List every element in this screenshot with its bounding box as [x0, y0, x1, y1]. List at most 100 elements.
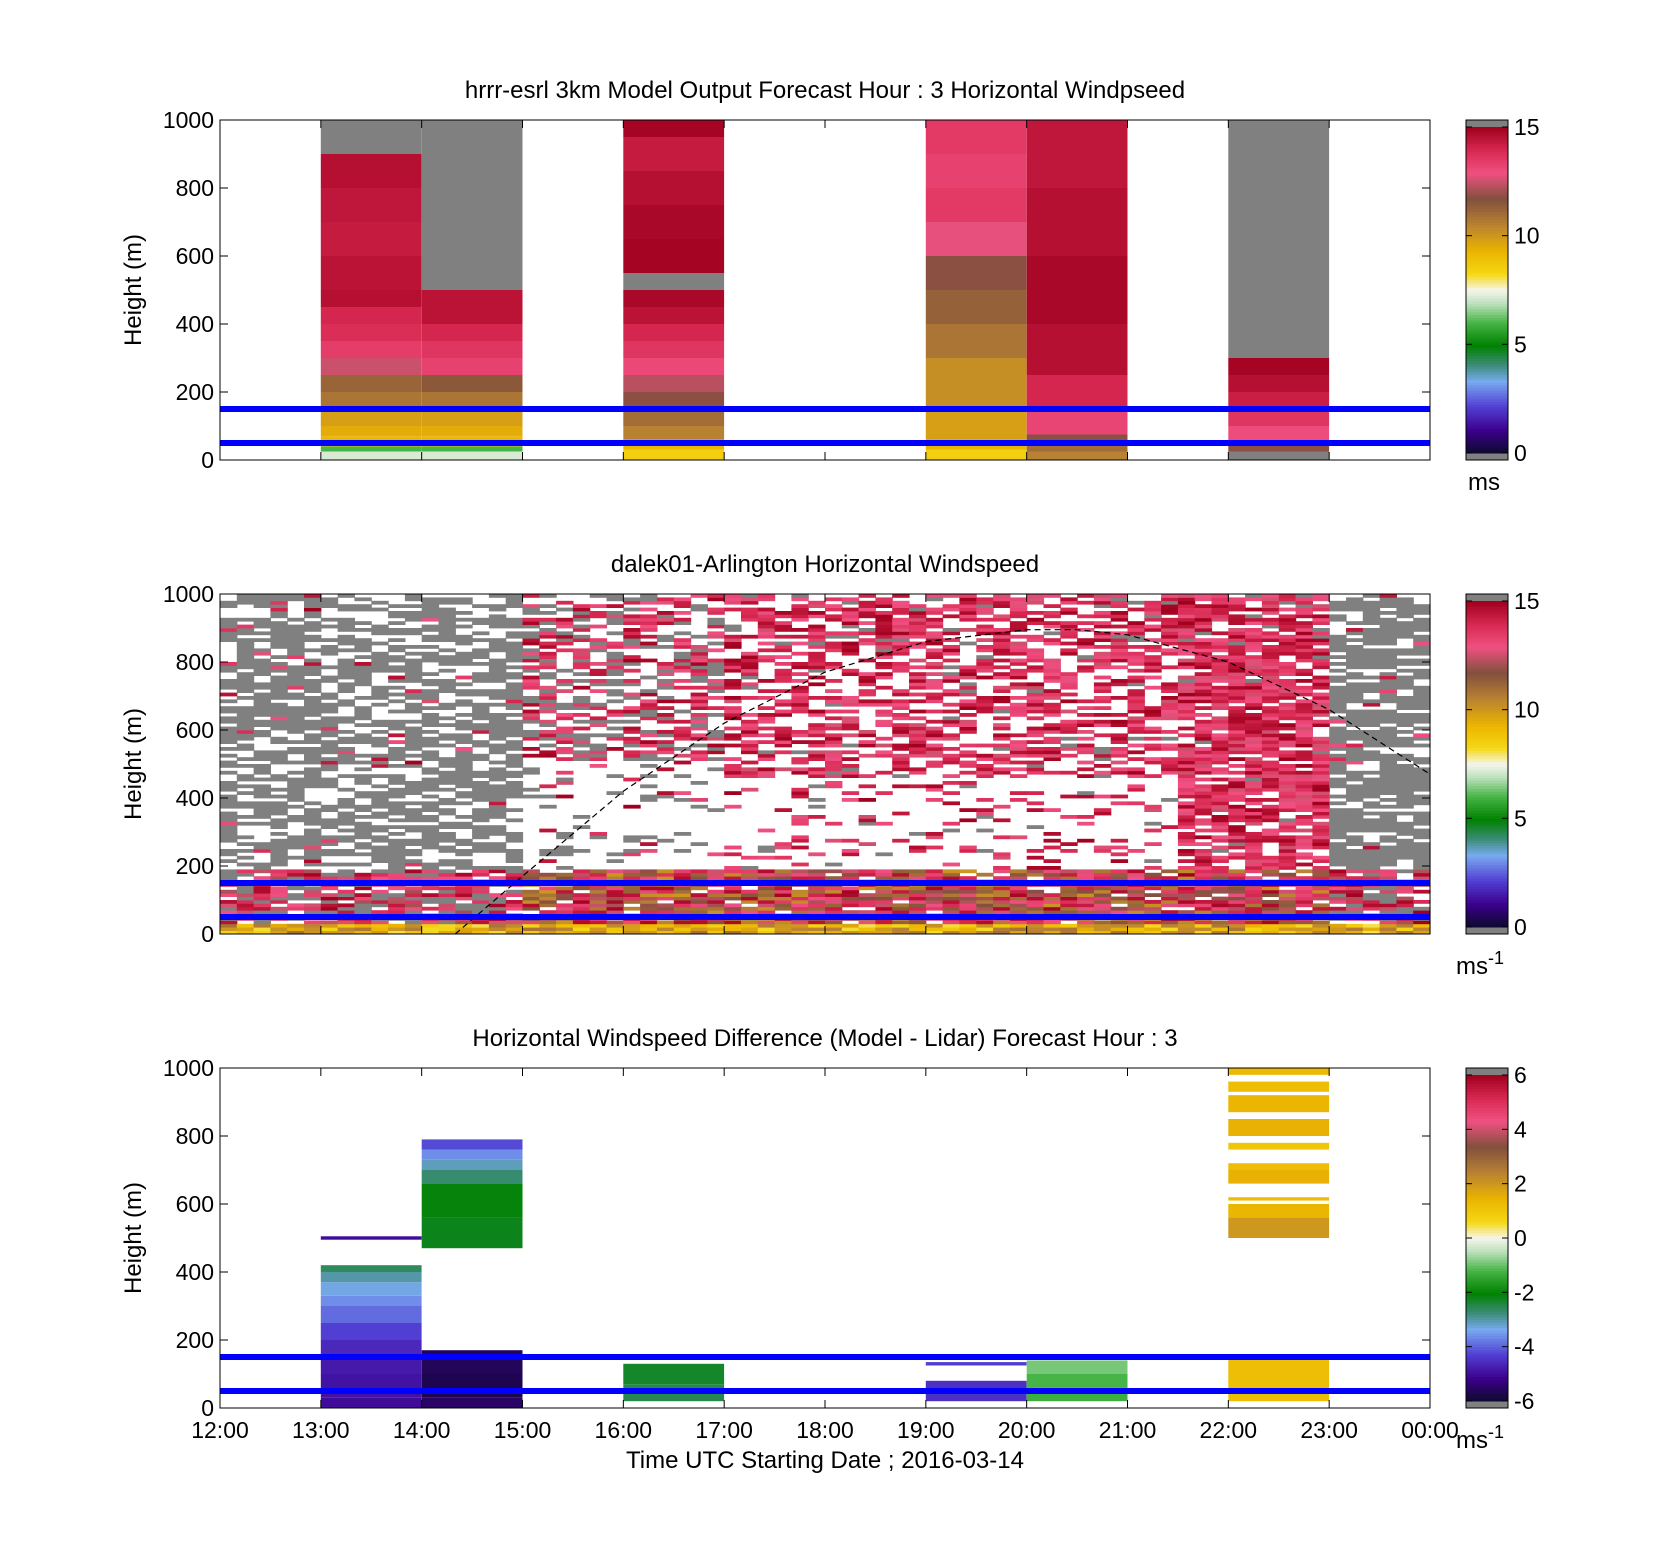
heatmap-cell	[656, 611, 675, 615]
heatmap-cell	[1261, 733, 1280, 738]
heatmap-cell	[337, 604, 355, 608]
heatmap-cell	[1329, 781, 1347, 785]
heatmap-cell	[959, 896, 977, 901]
heatmap-cell	[656, 730, 675, 734]
heatmap-cell	[404, 808, 423, 812]
heatmap-cell	[455, 784, 473, 789]
heatmap-cell	[304, 750, 322, 755]
heatmap-cell	[287, 781, 305, 785]
heatmap-cell	[993, 866, 1011, 870]
heatmap-cell	[1043, 662, 1061, 666]
heatmap-cell	[304, 658, 322, 663]
heatmap-cell	[724, 658, 742, 663]
heatmap-cell	[472, 845, 490, 850]
heatmap-cell	[1211, 896, 1229, 901]
heatmap-cell	[774, 903, 792, 908]
heatmap-cell	[556, 726, 574, 731]
heatmap-cell	[959, 920, 977, 925]
colorbar-segment	[1466, 439, 1508, 443]
heatmap-cell	[556, 679, 574, 683]
colorbar-segment	[1466, 431, 1508, 435]
heatmap-cell	[1312, 838, 1330, 843]
heatmap-cell	[1312, 597, 1330, 602]
heatmap-cell	[304, 713, 322, 717]
heatmap-cell	[287, 747, 305, 751]
heatmap-cell	[875, 743, 893, 748]
heatmap-cell	[825, 923, 843, 928]
heatmap-cell	[236, 689, 255, 693]
heatmap-cell	[1329, 743, 1347, 748]
heatmap-cell	[909, 604, 927, 608]
heatmap-cell	[505, 594, 524, 598]
heatmap-cell	[455, 675, 473, 680]
heatmap-cell	[438, 869, 456, 874]
heatmap-cell	[354, 767, 372, 772]
heatmap-cell	[522, 893, 540, 897]
colorbar-segment	[1466, 793, 1508, 798]
heatmap-cell	[925, 798, 944, 802]
colorbar-segment	[1466, 395, 1508, 400]
heatmap-cell	[1026, 866, 1045, 870]
y-tick-label: 800	[176, 649, 214, 675]
heatmap-cell	[1177, 645, 1196, 649]
heatmap-cell	[455, 634, 473, 639]
heatmap-cell	[808, 743, 826, 748]
heatmap-cell	[438, 723, 456, 727]
heatmap-cell	[1043, 723, 1061, 727]
heatmap-cell	[1177, 679, 1196, 683]
heatmap-cell	[976, 886, 994, 891]
heatmap-cell	[1295, 910, 1313, 914]
heatmap-cell	[1177, 869, 1196, 874]
heatmap-cell	[455, 910, 473, 914]
heatmap-cell	[220, 631, 238, 636]
heatmap-cell	[421, 699, 440, 704]
heatmap-cell	[623, 750, 641, 755]
heatmap-cell	[808, 896, 826, 901]
heatmap-cell	[421, 740, 440, 744]
heatmap-cell	[1346, 753, 1364, 758]
heatmap-cell	[707, 757, 725, 761]
heatmap-cell	[825, 838, 843, 843]
heatmap-cell	[925, 692, 944, 697]
heatmap-cell	[959, 699, 977, 704]
heatmap-cell	[825, 750, 843, 755]
heatmap-cell	[623, 930, 641, 935]
heatmap-cell	[1144, 910, 1162, 914]
y-axis-label: Height (m)	[120, 234, 147, 346]
heatmap-cell	[808, 774, 826, 778]
heatmap-cell	[841, 767, 860, 772]
heatmap-cell	[472, 896, 490, 901]
heatmap-cell	[388, 679, 406, 683]
heatmap-cell	[858, 638, 876, 642]
heatmap-cell	[1362, 930, 1381, 935]
colorbar-segment	[1466, 698, 1508, 703]
heatmap-cell	[1228, 726, 1246, 731]
heatmap-cell	[690, 757, 708, 761]
heatmap-cell	[774, 641, 792, 646]
heatmap-cell	[1009, 750, 1028, 755]
heatmap-cell	[1379, 716, 1397, 721]
heatmap-cell	[287, 818, 305, 823]
heatmap-cell	[522, 604, 540, 608]
heatmap-cell	[656, 668, 675, 673]
heatmap-cell	[741, 770, 759, 775]
heatmap-cell	[1228, 747, 1246, 751]
heatmap-cell	[690, 726, 708, 731]
heatmap-cell	[354, 716, 372, 721]
heatmap-cell	[1161, 927, 1179, 931]
y-tick-label: 600	[176, 243, 214, 269]
heatmap-cell	[505, 906, 524, 911]
heatmap-cell	[724, 668, 742, 673]
heatmap-cell	[438, 607, 456, 612]
heatmap-cell	[354, 781, 372, 785]
heatmap-cell	[1346, 757, 1364, 761]
heatmap-cell	[656, 876, 675, 880]
heatmap-cell	[438, 685, 456, 690]
heatmap-cell	[1093, 872, 1112, 877]
heatmap-cell	[875, 896, 893, 901]
heatmap-cell	[925, 900, 944, 904]
colorbar-segment	[1466, 194, 1508, 199]
heatmap-cell	[1110, 896, 1129, 901]
heatmap-cell	[1362, 651, 1381, 656]
heatmap-cell	[455, 750, 473, 755]
